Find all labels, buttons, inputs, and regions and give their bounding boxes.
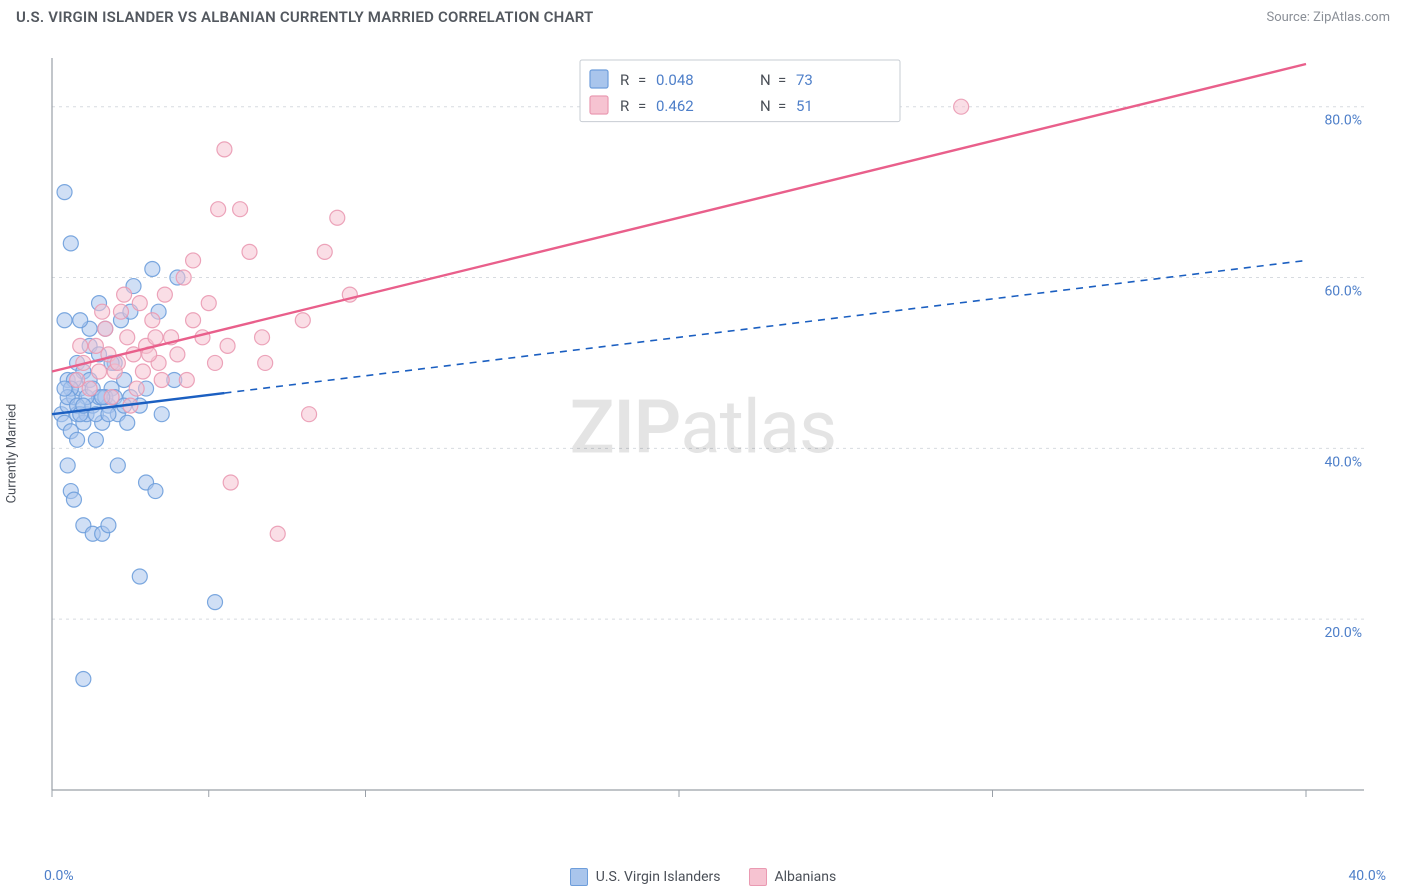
svg-text:=: =: [778, 71, 786, 89]
chart-title: U.S. VIRGIN ISLANDER VS ALBANIAN CURRENT…: [16, 8, 593, 26]
bottom-legend: U.S. Virgin Islanders Albanians: [0, 868, 1406, 886]
legend-swatch-pink: [749, 868, 767, 886]
svg-text:40.0%: 40.0%: [1324, 454, 1362, 470]
svg-text:R: R: [620, 97, 629, 115]
legend-swatch-blue: [570, 868, 588, 886]
svg-text:0.048: 0.048: [656, 71, 694, 89]
svg-text:80.0%: 80.0%: [1324, 113, 1362, 129]
legend-label-albanians: Albanians: [775, 869, 837, 885]
y-axis-label: Currently Married: [5, 404, 20, 504]
svg-text:=: =: [778, 97, 786, 115]
svg-text:51: 51: [796, 97, 813, 115]
svg-text:N: N: [760, 97, 771, 115]
legend-label-usvi: U.S. Virgin Islanders: [596, 869, 721, 885]
chart-source: Source: ZipAtlas.com: [1266, 10, 1390, 25]
svg-text:73: 73: [796, 71, 813, 89]
svg-text:=: =: [638, 71, 646, 89]
correlation-scatter-chart: 20.0% 40.0% 60.0% 80.0% R = 0.048 N = 73 R = 0.462 N =…: [44, 48, 1376, 818]
svg-text:20.0%: 20.0%: [1324, 625, 1362, 641]
legend-item-usvi: U.S. Virgin Islanders: [570, 868, 721, 886]
legend-item-albanians: Albanians: [749, 868, 837, 886]
svg-text:N: N: [760, 71, 771, 89]
svg-text:R: R: [620, 71, 629, 89]
svg-text:=: =: [638, 97, 646, 115]
svg-text:60.0%: 60.0%: [1324, 284, 1362, 300]
svg-text:0.462: 0.462: [656, 97, 694, 115]
